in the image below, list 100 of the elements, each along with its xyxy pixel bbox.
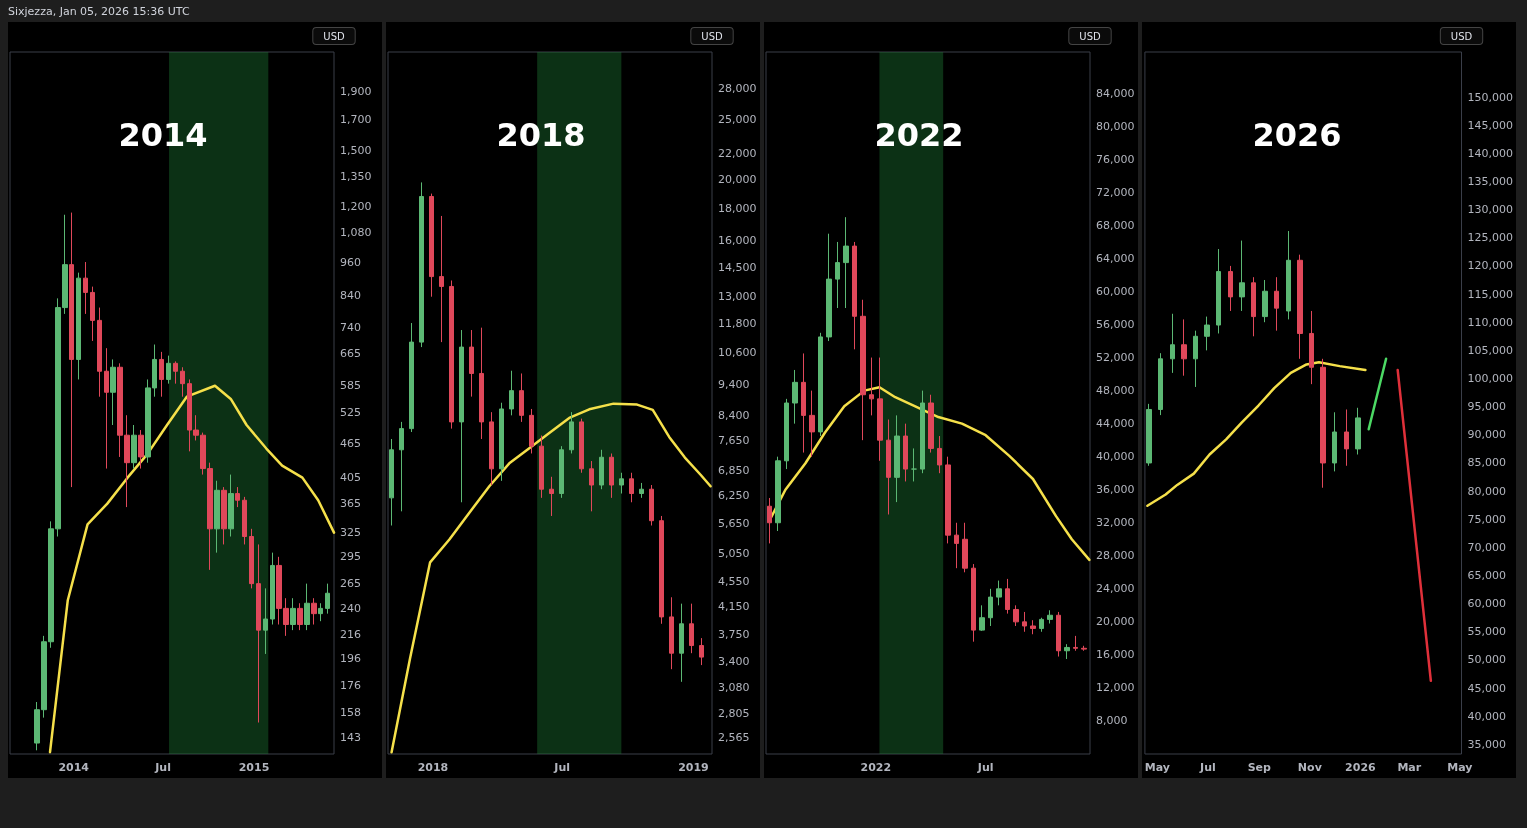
y-tick-label: 35,000 [1467,737,1507,751]
candlestick [809,390,815,458]
candlestick [559,445,564,499]
x-tick-label: Jul [553,761,570,774]
y-tick-label: 13,000 [718,290,757,304]
candlestick [784,398,789,470]
y-tick-label: 48,000 [1096,384,1135,398]
y-tick-label: 32,000 [1096,516,1135,530]
candlestick [270,552,275,626]
candlestick [1262,279,1268,323]
x-tick-label: Mar [1397,761,1422,774]
y-tick-label: 960 [340,255,361,269]
y-tick-label: 16,000 [718,233,757,247]
text: 2026 [1252,116,1342,154]
candlestick [801,352,806,454]
candlestick [249,528,254,589]
y-tick-label: 1,500 [340,144,372,158]
candlestick [689,603,694,654]
candlestick [996,580,1002,606]
y-tick-label: 44,000 [1096,417,1135,431]
x-tick-label: 2014 [58,761,90,774]
y-tick-label: 125,000 [1467,231,1514,245]
candlestick [519,372,524,423]
y-tick-label: 4,550 [718,575,750,589]
y-tick-label: 365 [340,497,361,511]
candlestick [1030,619,1036,635]
candlestick [649,484,654,527]
candlestick [214,480,220,554]
candlestick [529,408,534,454]
y-tick-label: 1,350 [340,170,372,184]
y-tick-label: 85,000 [1467,456,1507,470]
candlestick [579,418,584,474]
y-tick-label: 405 [340,471,361,485]
y-axis-title: USD [1079,30,1101,42]
candlestick [619,472,624,495]
candlestick [1056,611,1061,658]
candlestick [419,181,424,348]
candlestick [1193,330,1198,388]
candlestick [1297,254,1303,360]
y-tick-label: 145,000 [1467,118,1514,132]
x-tick-label: 2019 [678,761,709,774]
candlestick [1146,403,1152,467]
y-tick-label: 56,000 [1096,318,1135,332]
candlestick [228,474,234,538]
x-tick-label: Jul [976,761,994,774]
candlestick [1013,604,1019,627]
candlestick [509,370,514,416]
y-tick-label: 3,080 [718,681,750,695]
candlestick [599,449,604,490]
y-tick-label: 1,900 [340,84,372,98]
y-tick-label: 65,000 [1467,569,1507,583]
candlestick [569,411,574,454]
line-series [1146,360,1367,507]
candlestick [1344,408,1349,467]
candlestick [945,456,951,544]
text: 2014 [118,116,208,154]
candlestick [131,424,137,470]
candlestick [928,394,934,454]
candlestick [699,637,704,666]
y-tick-label: 1,200 [340,199,372,213]
y-axis-title: USD [323,30,345,42]
candlestick [449,279,454,430]
y-tick-label: 1,700 [340,112,372,126]
candlestick [1170,313,1175,374]
candlestick [679,603,684,683]
x-tick-label: Sep [1247,761,1272,774]
y-tick-label: 143 [340,731,361,745]
candlestick [1005,578,1010,615]
candlestick [988,588,993,627]
y-tick-label: 76,000 [1096,152,1135,166]
candlestick [894,414,900,503]
candlestick [138,429,144,470]
y-tick-label: 176 [340,679,361,693]
candlestick [792,369,798,425]
candlestick [429,193,434,298]
y-tick-label: 1,080 [340,226,372,240]
candlestick [1332,411,1337,472]
y-tick-label: 120,000 [1467,259,1514,273]
candlestick [180,366,185,398]
y-tick-label: 40,000 [1467,709,1507,723]
y-tick-label: 196 [340,652,361,666]
candlestick [1286,230,1291,320]
candlestick [843,216,849,309]
candlestick [954,522,959,569]
y-tick-label: 3,400 [718,654,750,668]
candlestick [221,486,227,545]
y-axis-title: USD [701,30,723,42]
candlestick [76,272,81,380]
candlestick [877,357,883,462]
candlestick [775,456,781,532]
x-tick-label: Jul [1199,761,1216,774]
candlestick [1309,310,1314,385]
y-tick-label: 9,400 [718,378,750,392]
candlestick [549,476,554,517]
line-series [48,384,336,754]
y-tick-label: 90,000 [1467,428,1507,442]
candlestick [489,411,494,486]
candlestick [290,597,296,631]
candlestick [459,329,464,503]
y-tick-label: 72,000 [1096,185,1135,199]
